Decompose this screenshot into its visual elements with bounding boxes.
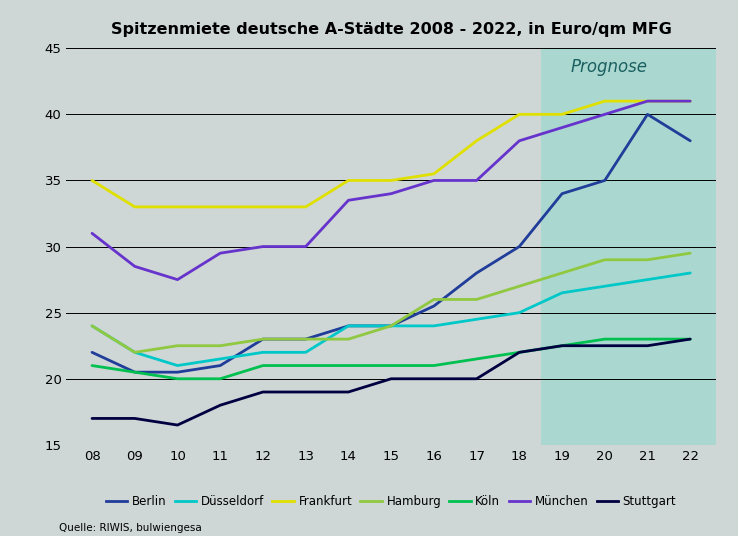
Title: Spitzenmiete deutsche A-Städte 2008 - 2022, in Euro/qm MFG: Spitzenmiete deutsche A-Städte 2008 - 20… [111, 23, 672, 38]
Bar [541, 48, 716, 445]
Text: Prognose: Prognose [570, 58, 647, 76]
Text: Quelle: RIWIS, bulwiengesa: Quelle: RIWIS, bulwiengesa [59, 523, 201, 533]
Legend: Berlin, Düsseldorf, Frankfurt, Hamburg, Köln, München, Stuttgart: Berlin, Düsseldorf, Frankfurt, Hamburg, … [101, 490, 681, 513]
